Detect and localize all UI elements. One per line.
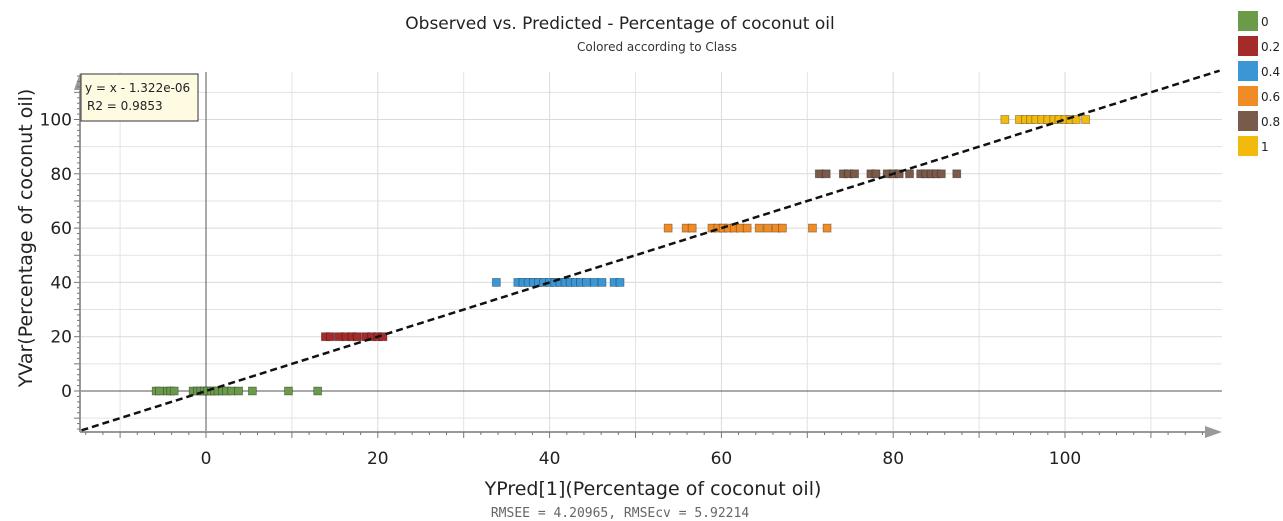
data-point: [822, 223, 832, 233]
y-tick-label: 40: [50, 273, 72, 293]
y-tick-label: 20: [50, 328, 72, 348]
legend-label: 1: [1261, 140, 1269, 154]
series-0.4: [491, 277, 625, 287]
data-point: [936, 169, 946, 179]
y-tick-label: 0: [61, 382, 72, 402]
legend-swatch: [1238, 61, 1258, 81]
y-tick-label: 60: [50, 219, 72, 239]
x-tick-label: 60: [711, 449, 733, 469]
x-tick-label: 0: [201, 449, 212, 469]
data-point: [808, 223, 817, 233]
data-point: [1081, 115, 1091, 124]
regression-r2: R2 = 0.9853: [87, 99, 163, 113]
data-point: [597, 277, 607, 287]
data-point: [169, 386, 179, 396]
data-point: [952, 169, 962, 179]
y-tick-label: 80: [50, 165, 72, 185]
data-point: [850, 169, 859, 179]
x-tick-label: 80: [882, 449, 904, 469]
legend-swatch: [1238, 11, 1258, 31]
data-point: [742, 223, 752, 233]
data-point: [777, 223, 787, 233]
data-point: [234, 386, 244, 396]
data-point: [754, 223, 764, 233]
data-point: [871, 169, 881, 179]
data-point: [582, 277, 591, 287]
legend-swatch: [1238, 111, 1258, 131]
data-point: [313, 386, 323, 396]
data-point: [1000, 115, 1010, 124]
chart-title: Observed vs. Predicted - Percentage of c…: [405, 14, 834, 34]
regression-line: [81, 69, 1220, 432]
regression-equation: y = x - 1.322e-06: [85, 81, 190, 95]
legend-swatch: [1238, 136, 1258, 156]
series-1: [1000, 115, 1091, 124]
x-tick-label: 40: [539, 449, 561, 469]
legend-label: 0.4: [1261, 65, 1280, 79]
data-point: [687, 223, 697, 233]
data-point: [352, 332, 362, 342]
legend-label: 0.8: [1261, 115, 1280, 129]
y-tick-label: 100: [40, 111, 72, 131]
series-0: [151, 386, 323, 396]
data-point: [589, 277, 599, 287]
axes: 0 20 40 60 80 100 0 20 40 60 80 100: [40, 72, 1222, 469]
data-point: [326, 332, 335, 342]
regression-line-layer: [81, 69, 1220, 432]
data-point: [763, 223, 773, 233]
data-point: [663, 223, 673, 233]
data-point: [905, 169, 914, 179]
chart-subtitle: Colored according to Class: [577, 40, 737, 54]
rmse-footer: RMSEE = 4.20965, RMSEcv = 5.92214: [491, 506, 749, 521]
regression-equation-box: y = x - 1.322e-06 R2 = 0.9853: [80, 73, 199, 122]
x-axis-arrow: [1205, 426, 1222, 438]
x-axis-title: YPred[1](Percentage of coconut oil): [484, 478, 822, 500]
x-tick-label: 100: [1049, 449, 1081, 469]
legend-swatch: [1238, 36, 1258, 56]
legend: 0 0.2 0.4 0.6 0.8 1: [1238, 11, 1280, 156]
data-point: [615, 277, 625, 287]
data-point: [247, 386, 257, 396]
data-point: [821, 169, 831, 179]
y-axis-title: YVar(Percentage of coconut oil): [15, 89, 37, 389]
data-point: [284, 386, 293, 396]
data-point: [491, 277, 501, 287]
legend-label: 0.2: [1261, 40, 1280, 54]
legend-label: 0.6: [1261, 90, 1280, 104]
data-point: [1071, 115, 1081, 124]
x-tick-label: 20: [367, 449, 389, 469]
grid: [80, 72, 1222, 432]
legend-label: 0: [1261, 15, 1269, 29]
data-point: [155, 386, 165, 396]
legend-swatch: [1238, 86, 1258, 106]
